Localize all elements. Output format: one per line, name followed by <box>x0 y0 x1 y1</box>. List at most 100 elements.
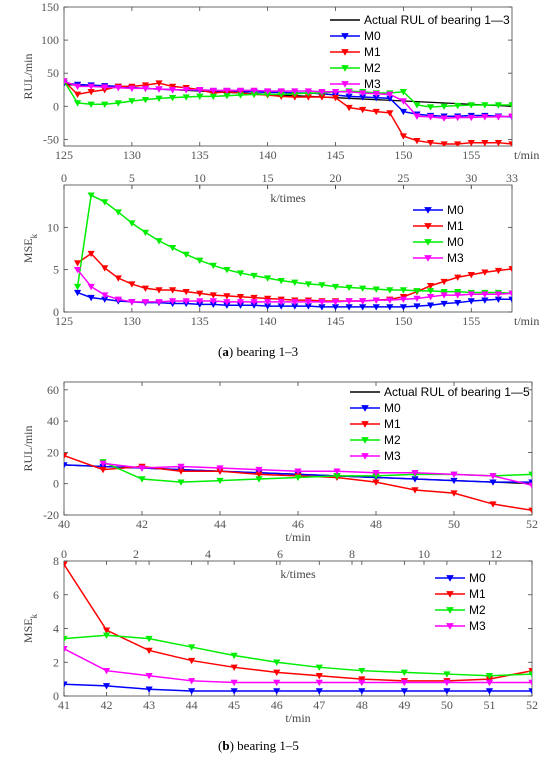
data-point <box>196 87 204 94</box>
data-point <box>236 299 245 306</box>
data-point <box>399 133 407 140</box>
caption-a-text: bearing 1–3 <box>233 344 298 359</box>
data-point <box>264 88 272 95</box>
data-point <box>485 688 494 695</box>
data-point <box>426 114 435 121</box>
legend-item: M0 <box>413 235 464 249</box>
y-tick-label: 10 <box>47 220 59 234</box>
data-point <box>345 304 353 311</box>
data-point <box>294 474 302 482</box>
data-point <box>291 303 299 310</box>
series-line <box>64 80 512 108</box>
x-tick-label: 42 <box>101 698 113 712</box>
data-point <box>426 288 435 295</box>
top-tick-label: 0 <box>61 171 67 185</box>
data-point <box>102 667 111 675</box>
data-point <box>494 267 503 275</box>
data-point <box>508 141 512 146</box>
data-point <box>443 679 451 687</box>
legend-item: M3 <box>330 77 381 91</box>
caption-a-open: ( <box>218 344 222 359</box>
top-tick-label: 12 <box>490 547 502 561</box>
data-point <box>345 104 353 112</box>
data-point <box>489 479 497 486</box>
data-point <box>169 287 177 294</box>
data-point <box>216 477 224 485</box>
legend-marker <box>341 81 349 88</box>
data-point <box>277 91 285 98</box>
data-point <box>481 297 489 304</box>
x-tick-label: 130 <box>123 314 141 328</box>
data-point <box>454 299 462 307</box>
top-tick-label: 0 <box>61 547 67 561</box>
legend-marker <box>341 49 349 56</box>
y-tick-label: 60 <box>47 383 59 397</box>
data-point <box>494 114 503 121</box>
legend: M0 M1 M2 M3 <box>435 571 486 633</box>
legend-marker <box>361 421 369 428</box>
data-point <box>399 304 407 311</box>
data-point <box>138 476 146 483</box>
x-tick-label: 51 <box>483 698 495 712</box>
data-point <box>331 304 340 311</box>
data-point <box>73 91 82 98</box>
y-tick-label: 0 <box>53 99 59 113</box>
data-point <box>450 490 458 497</box>
data-point <box>209 262 217 270</box>
data-point <box>399 108 407 116</box>
data-point <box>372 304 380 311</box>
data-point <box>209 87 217 94</box>
data-point <box>467 291 475 298</box>
caption-a-letter: a <box>222 344 229 359</box>
data-point <box>177 479 185 486</box>
x-tick-label: 150 <box>394 314 412 328</box>
data-point <box>209 93 217 100</box>
caption-b-open: ( <box>218 738 222 753</box>
data-point <box>223 302 231 309</box>
x-tick-label: 50 <box>448 517 460 531</box>
data-point <box>359 298 367 305</box>
x-tick-label: 125 <box>55 148 73 162</box>
data-point <box>454 141 462 146</box>
y-tick-label: 5 <box>53 263 59 277</box>
data-point <box>318 282 326 289</box>
data-point <box>318 94 326 101</box>
data-point <box>169 87 177 94</box>
legend-label: M2 <box>469 603 486 617</box>
data-point <box>528 671 532 678</box>
legend-label: Actual RUL of bearing 1—3 <box>364 13 510 27</box>
legend-marker <box>446 623 454 630</box>
data-point <box>426 139 435 146</box>
data-point <box>73 83 82 91</box>
x-axis-label: t/min <box>514 148 539 162</box>
x-tick-label: 44 <box>214 517 226 531</box>
y-tick-label: -50 <box>43 132 59 146</box>
legend-item: M3 <box>435 619 486 633</box>
data-point <box>216 465 224 472</box>
data-point <box>508 290 512 297</box>
x-tick-label: 45 <box>228 698 240 712</box>
legend: Actual RUL of bearing 1—5 M0 M1 M2 M3 <box>350 385 530 463</box>
y-tick-label: 4 <box>53 622 59 636</box>
data-point <box>528 482 532 489</box>
data-point <box>411 476 419 483</box>
data-point <box>128 98 136 105</box>
data-point <box>277 88 285 95</box>
data-point <box>87 250 95 258</box>
x-tick-label: 150 <box>394 148 412 162</box>
data-point <box>413 102 421 109</box>
top-tick-label: 25 <box>397 171 409 185</box>
data-point <box>454 288 462 296</box>
data-point <box>138 465 146 472</box>
data-point <box>101 296 109 303</box>
data-point <box>481 291 489 298</box>
legend-label: M0 <box>364 29 381 43</box>
data-point <box>291 299 299 306</box>
data-point <box>454 114 462 122</box>
data-point <box>277 299 285 306</box>
y-axis-label: RUL/min <box>21 53 35 99</box>
y-tick-label: 50 <box>47 66 59 80</box>
series-m0 <box>64 681 532 695</box>
x-tick-label: 140 <box>259 314 277 328</box>
y-axis-label: MSEk <box>21 233 39 263</box>
